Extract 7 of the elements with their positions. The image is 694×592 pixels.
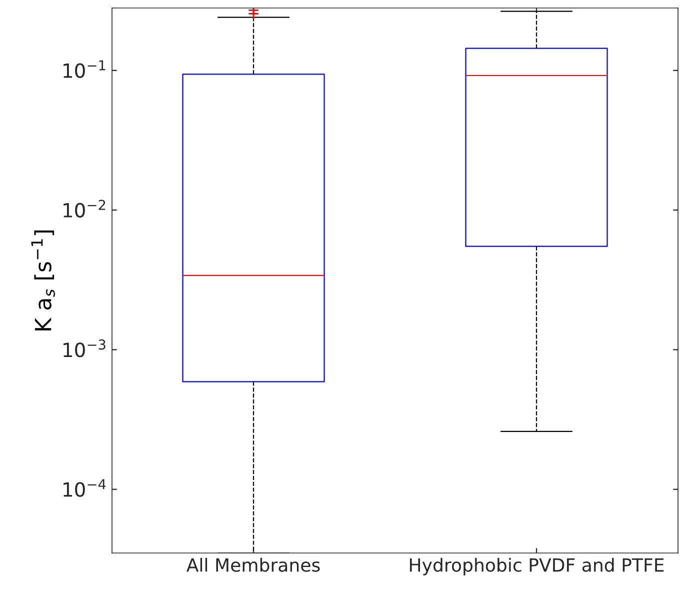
- y-axis-title: K a$_{s}$ [s$^{−1}$]: [31, 230, 55, 330]
- x-tick-label: All Membranes: [186, 558, 320, 572]
- y-tick-label: 10$^{−1}$: [64, 60, 106, 78]
- y-tick-label: 10$^{−2}$: [64, 200, 106, 218]
- x-tick-label: Hydrophobic PVDF and PTFE: [410, 558, 664, 576]
- y-tick-label: 10$^{−3}$: [64, 339, 106, 358]
- y-tick-label: 10$^{−4}$: [64, 479, 106, 497]
